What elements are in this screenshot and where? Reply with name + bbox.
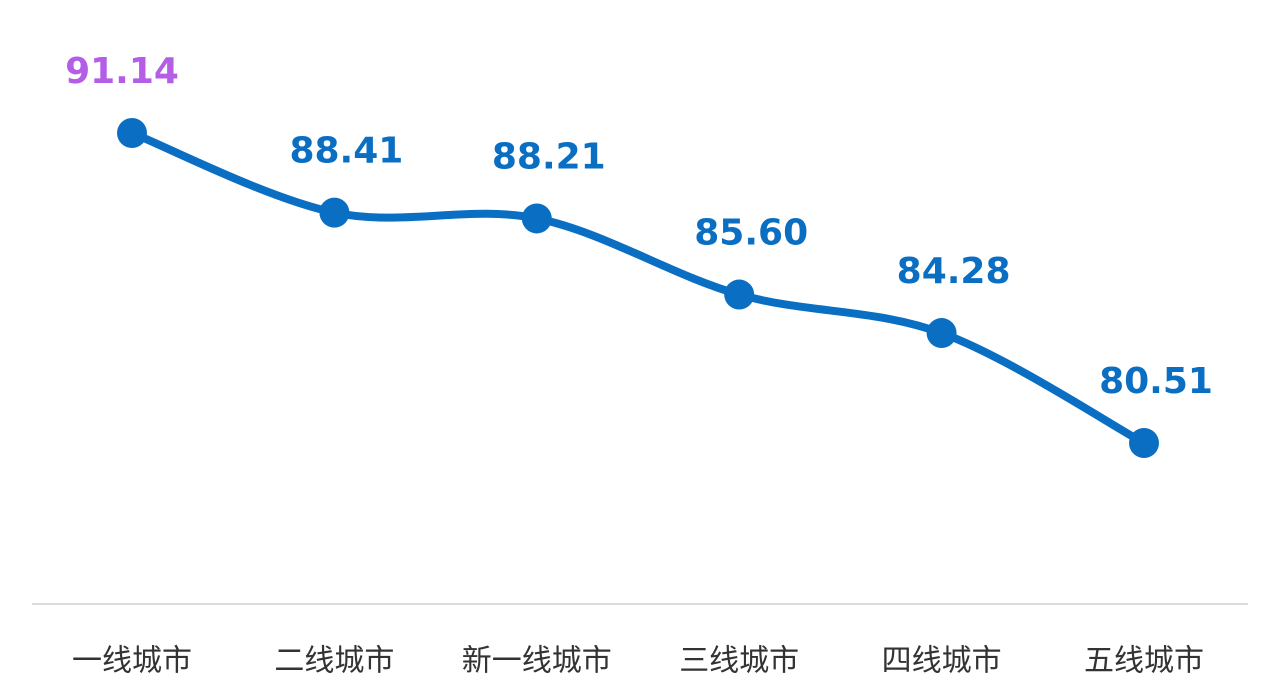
x-tick-label: 二线城市 xyxy=(274,644,394,679)
point xyxy=(724,279,755,310)
x-tick-label: 新一线城市 xyxy=(462,644,612,679)
value-label: 88.41 xyxy=(289,131,403,172)
value-label: 91.14 xyxy=(65,51,179,92)
point xyxy=(1129,428,1159,458)
point xyxy=(319,197,350,228)
x-tick-label: 一线城市 xyxy=(72,644,192,679)
value-label: 88.21 xyxy=(492,136,606,177)
point xyxy=(117,118,147,148)
point xyxy=(521,203,552,234)
value-label: 85.60 xyxy=(694,213,808,254)
x-tick-label: 三线城市 xyxy=(679,644,799,679)
x-tick-label: 五线城市 xyxy=(1084,644,1204,679)
point xyxy=(926,318,957,349)
value-label: 84.28 xyxy=(897,251,1011,292)
value-label: 80.51 xyxy=(1099,361,1213,402)
x-tick-label: 四线城市 xyxy=(882,644,1002,679)
line xyxy=(128,129,1148,447)
